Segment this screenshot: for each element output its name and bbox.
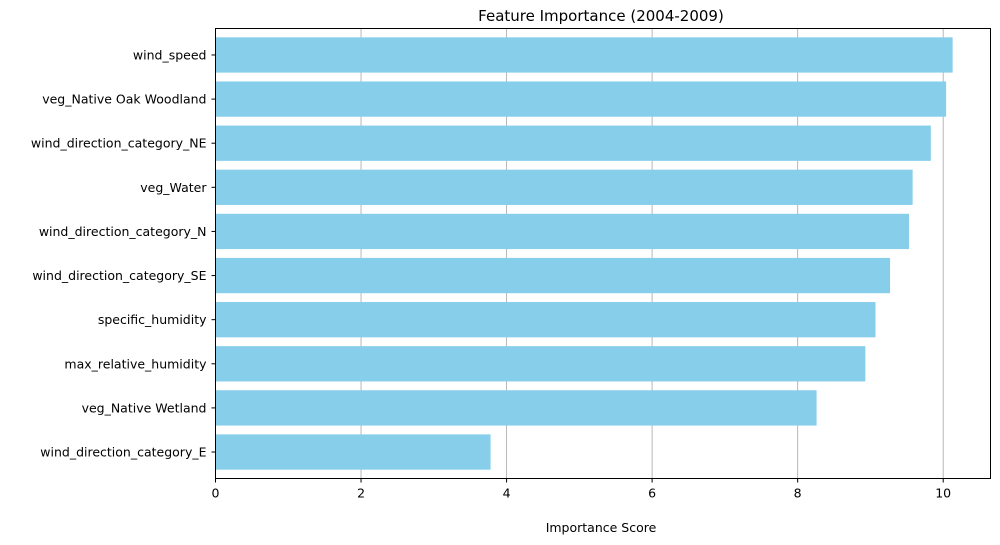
bars	[215, 37, 953, 470]
y-tick-label: specific_humidity	[98, 312, 207, 327]
y-tick-label: veg_Native Wetland	[82, 400, 207, 415]
x-tick-label: 6	[648, 486, 656, 501]
bar	[215, 302, 876, 338]
x-tick-label: 10	[935, 486, 951, 501]
y-tick-label: wind_direction_category_SE	[32, 268, 206, 283]
bar	[215, 213, 909, 250]
x-tick-label: 8	[794, 486, 802, 501]
bar	[215, 81, 947, 117]
bar	[215, 346, 866, 382]
x-tick-label: 2	[357, 486, 365, 501]
y-tick-label: wind_direction_category_N	[39, 224, 207, 239]
x-tick-label: 4	[503, 486, 511, 501]
bar	[215, 169, 913, 205]
y-tick-label: wind_direction_category_E	[40, 445, 206, 460]
y-tick-label: veg_Water	[140, 180, 207, 195]
bar	[215, 257, 891, 294]
bar	[215, 125, 931, 161]
y-tick-label: veg_Native Oak Woodland	[42, 92, 206, 107]
bar	[215, 390, 817, 426]
bar	[215, 37, 953, 73]
x-axis-label: Importance Score	[546, 520, 657, 535]
bar	[215, 434, 491, 470]
plot-frame	[215, 28, 991, 479]
y-tick-label: wind_direction_category_NE	[31, 136, 207, 151]
y-tick-label: max_relative_humidity	[64, 356, 207, 371]
y-tick-label: wind_speed	[133, 47, 207, 62]
y-axis-ticks: wind_speed veg_Native Oak Woodland wind_di…	[31, 47, 216, 460]
x-axis-ticks: 0 2 4 6 8 10	[212, 478, 951, 501]
chart-title: Feature Importance (2004-2009)	[478, 7, 724, 25]
x-tick-label: 0	[212, 486, 220, 501]
